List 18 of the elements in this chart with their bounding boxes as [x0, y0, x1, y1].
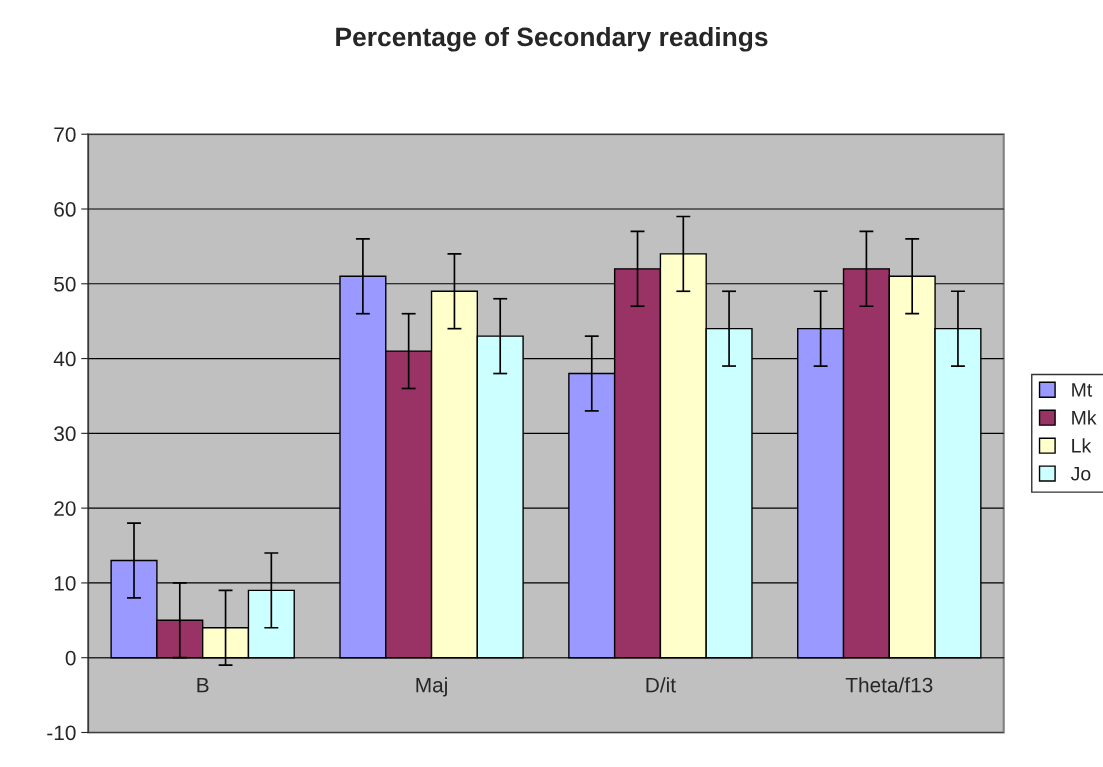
legend-label: Mk — [1072, 410, 1097, 425]
y-tick-label: 0 — [65, 650, 76, 666]
legend-label: Lk — [1072, 438, 1092, 453]
legend-label: Jo — [1070, 466, 1091, 481]
legend-label: Mt — [1072, 383, 1093, 397]
x-tick-label: Theta/f13 — [845, 677, 933, 693]
y-tick-label: 10 — [54, 575, 76, 591]
y-tick-label: 20 — [54, 501, 76, 516]
y-tick-label: 30 — [54, 426, 76, 442]
y-tick-label: 40 — [53, 351, 76, 367]
y-tick-label: -10 — [47, 725, 76, 741]
x-tick-label: Maj — [416, 677, 447, 697]
x-tick-label: D/it — [646, 677, 676, 693]
y-tick-label: 60 — [54, 202, 76, 217]
y-tick-label: 70 — [54, 127, 76, 142]
x-tick-label: B — [197, 677, 209, 693]
y-tick-label: 50 — [54, 276, 76, 292]
chart-title: Percentage of Secondary readings — [336, 26, 768, 52]
